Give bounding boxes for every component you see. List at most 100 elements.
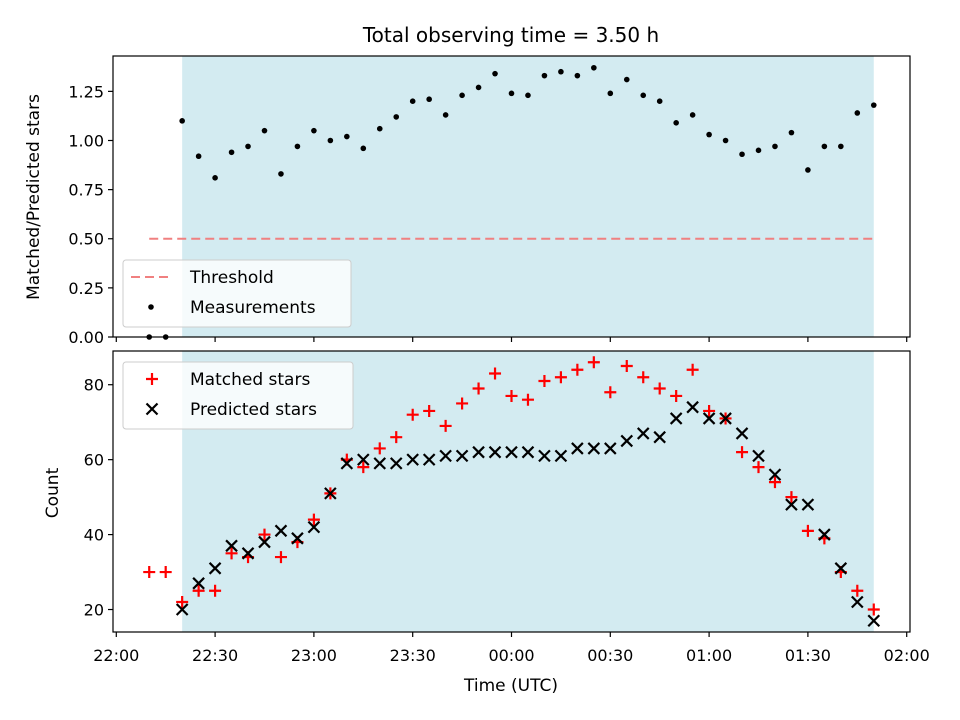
data-point	[456, 397, 469, 410]
data-point	[373, 442, 386, 455]
legend-frame	[122, 361, 354, 430]
data-point	[274, 524, 288, 538]
data-point	[376, 125, 383, 132]
data-point	[225, 539, 238, 553]
data-point	[772, 143, 778, 150]
data-point	[818, 528, 831, 541]
y-tick-label: 0.50	[68, 230, 104, 249]
data-point	[785, 498, 798, 511]
data-point	[689, 112, 696, 118]
data-point	[703, 404, 716, 417]
data-point	[390, 431, 403, 444]
data-point	[406, 408, 419, 421]
data-point	[455, 449, 469, 463]
x-tick-label: 23:00	[291, 646, 337, 665]
data-point	[258, 535, 271, 549]
y-tick-label: 1.00	[68, 131, 104, 150]
data-point	[854, 110, 861, 116]
data-point	[541, 72, 548, 79]
data-point	[706, 131, 712, 138]
data-point	[604, 386, 617, 399]
x-tick-label: 01:00	[686, 646, 732, 665]
data-point	[344, 133, 350, 140]
data-point	[637, 371, 650, 384]
data-point	[554, 449, 568, 463]
data-point	[472, 445, 485, 459]
y-tick-label: 0.00	[68, 328, 104, 347]
y-tick-label: 60	[84, 451, 104, 470]
data-point	[587, 442, 601, 455]
data-point	[159, 566, 172, 579]
data-point	[821, 143, 828, 150]
data-point	[505, 389, 518, 402]
data-point	[489, 367, 502, 380]
data-point	[423, 404, 436, 417]
legend-swatch-predicted	[145, 402, 159, 416]
data-point	[475, 84, 482, 91]
data-point	[653, 430, 666, 444]
data-point	[340, 457, 354, 470]
data-point	[623, 76, 630, 83]
data-point	[785, 491, 798, 504]
data-point	[274, 551, 287, 564]
ratio-axis-label: Matched/Predicted stars	[24, 94, 44, 300]
data-point	[653, 382, 666, 395]
data-point	[208, 562, 222, 575]
data-point	[307, 520, 321, 534]
data-point	[472, 382, 485, 395]
ratio-legend: Threshold Measurements	[122, 259, 352, 328]
data-point	[389, 457, 403, 470]
data-point	[558, 68, 564, 75]
legend-swatch-matched	[146, 373, 158, 385]
data-point	[311, 127, 317, 134]
data-point	[554, 371, 567, 384]
data-point	[752, 449, 765, 463]
count-legend: Matched stars Predicted stars	[122, 361, 354, 430]
legend-swatch-measurements	[148, 304, 154, 310]
data-point	[228, 149, 235, 156]
data-point	[574, 72, 581, 79]
x-tick-label: 02:00	[884, 646, 930, 665]
data-point	[768, 468, 782, 481]
data-point	[393, 114, 400, 120]
data-point	[291, 532, 304, 545]
data-point	[735, 427, 749, 440]
legend-frame	[122, 259, 352, 328]
data-point	[192, 577, 205, 590]
data-point	[175, 603, 189, 616]
data-point	[719, 412, 732, 425]
data-point	[801, 524, 814, 537]
data-point	[442, 112, 449, 118]
data-point	[870, 102, 877, 108]
legend-label-measurements: Measurements	[190, 298, 316, 318]
data-point	[702, 412, 716, 425]
data-point	[686, 363, 699, 376]
data-point	[307, 513, 320, 526]
x-tick-label: 22:30	[192, 646, 238, 665]
data-point	[620, 359, 633, 372]
data-point	[571, 442, 584, 455]
data-point	[373, 457, 387, 470]
data-point	[722, 137, 729, 144]
data-point	[834, 562, 848, 575]
y-tick-label: 0.25	[68, 279, 104, 298]
data-point	[525, 92, 531, 99]
data-point	[604, 442, 617, 455]
data-point	[360, 145, 367, 152]
data-point	[225, 547, 238, 560]
data-point	[752, 461, 765, 474]
data-point	[357, 461, 370, 474]
data-point	[327, 137, 334, 144]
data-point	[656, 98, 663, 104]
data-point	[538, 449, 551, 463]
data-point	[439, 419, 452, 432]
data-point	[755, 147, 762, 154]
data-point	[867, 614, 881, 628]
data-point	[357, 453, 370, 466]
y-tick-label: 20	[84, 601, 104, 620]
data-point	[739, 151, 745, 158]
data-point	[673, 120, 679, 126]
x-tick-label: 22:00	[93, 646, 139, 665]
x-tick-label: 23:30	[390, 646, 436, 665]
y-tick-label: 80	[84, 376, 104, 395]
